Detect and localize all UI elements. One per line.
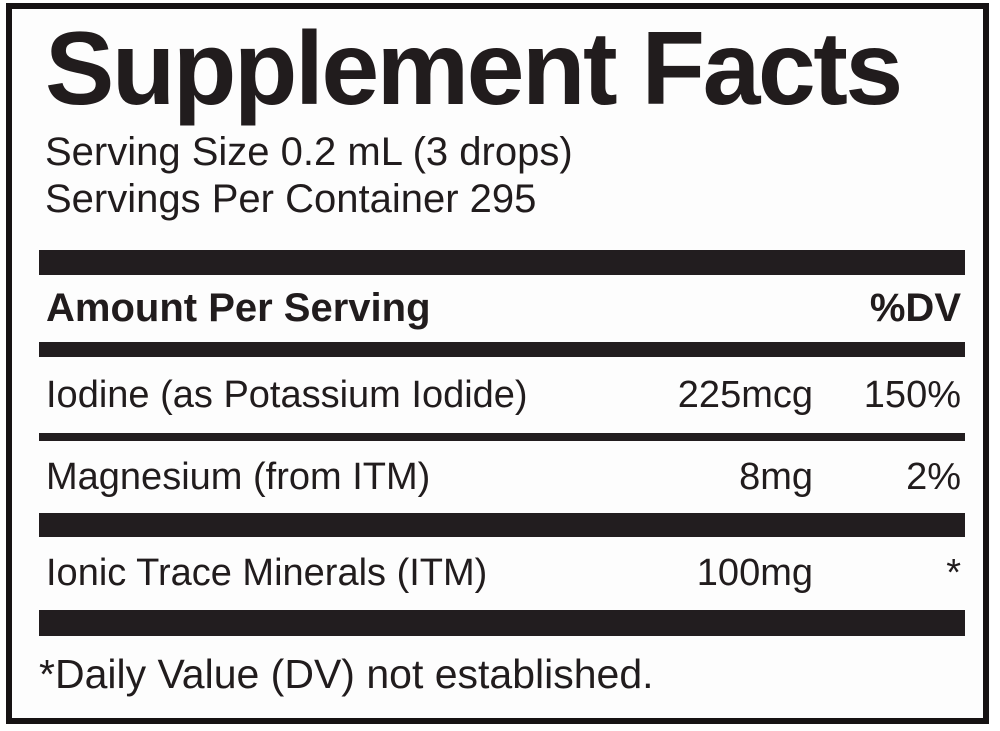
serving-info: Serving Size 0.2 mL (3 drops) Servings P… (45, 129, 983, 223)
nutrient-dv: 150% (863, 373, 961, 416)
footnote-row: *Daily Value (DV) not established. (39, 636, 965, 712)
daily-value-footnote: *Daily Value (DV) not established. (39, 650, 654, 697)
nutrient-amount: 8mg (739, 455, 813, 498)
panel-title: Supplement Facts (45, 11, 903, 127)
percent-dv-label: %DV (869, 286, 961, 330)
nutrient-name: Ionic Trace Minerals (ITM) (46, 552, 488, 594)
table-row-ionic-trace-minerals: Ionic Trace Minerals (ITM) 100mg * (39, 537, 965, 610)
nutrient-amount: 225mcg (677, 373, 813, 416)
nutrient-dv: 2% (906, 455, 961, 498)
table-row-iodine: Iodine (as Potassium Iodide) 225mcg 150% (39, 357, 965, 433)
divider-rule-thin (39, 433, 965, 441)
facts-table: Amount Per Serving %DV Iodine (as Potass… (39, 250, 965, 712)
serving-size-text: Serving Size 0.2 mL (3 drops) (45, 130, 573, 174)
table-header-row: Amount Per Serving %DV (39, 275, 965, 342)
nutrient-dv: * (946, 552, 961, 594)
nutrient-name: Magnesium (from ITM) (46, 455, 431, 498)
amount-per-serving-label: Amount Per Serving (46, 286, 431, 330)
divider-bar-top (39, 250, 965, 275)
divider-bar-mid (39, 513, 965, 537)
divider-bar-header (39, 342, 965, 357)
divider-bar-bottom (39, 610, 965, 636)
nutrient-amount: 100mg (696, 552, 813, 594)
servings-per-container-text: Servings Per Container 295 (45, 177, 537, 221)
supplement-facts-panel: Supplement Facts Serving Size 0.2 mL (3 … (6, 3, 989, 724)
nutrient-name: Iodine (as Potassium Iodide) (46, 373, 528, 416)
table-row-magnesium: Magnesium (from ITM) 8mg 2% (39, 441, 965, 513)
